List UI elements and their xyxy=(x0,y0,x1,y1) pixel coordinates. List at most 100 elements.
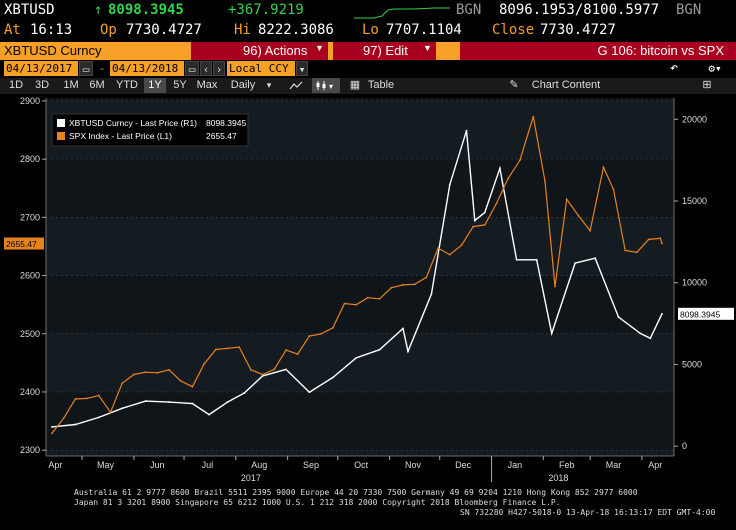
spx-data-point xyxy=(532,115,535,118)
period-5y-button[interactable]: 5Y xyxy=(173,79,187,91)
scroll-left-icon[interactable]: ‹ xyxy=(200,61,212,76)
spx-data-point xyxy=(612,188,615,191)
pencil-icon[interactable]: ✎ xyxy=(509,79,519,91)
currency-select[interactable]: Local CCY xyxy=(227,61,295,76)
chevron-down-icon[interactable]: ▾ xyxy=(266,80,272,90)
spx-data-point xyxy=(156,371,159,374)
spx-data-point xyxy=(132,373,135,376)
x-axis-month-label: Oct xyxy=(354,460,369,470)
xbt-data-point xyxy=(448,183,451,186)
settings-gear-icon[interactable]: ⚙▾ xyxy=(700,61,730,76)
spx-data-point xyxy=(296,353,299,356)
spx-data-point xyxy=(203,363,205,365)
chart-title: G 106: bitcoin vs SPX xyxy=(460,42,736,60)
left-axis-tick-label: 2400 xyxy=(20,387,40,397)
period-ytd-button[interactable]: YTD xyxy=(116,79,138,91)
dropdown-arrow-icon: ▼ xyxy=(423,43,432,53)
spx-data-point xyxy=(554,285,556,288)
legend-label-xbt: XBTUSD Curncy - Last Price (R1) xyxy=(69,118,197,128)
price-chart[interactable]: 2300 2400 2500 2600 2700 2800 2900 0 5000 10000 1… xyxy=(0,94,736,486)
scroll-right-icon[interactable]: › xyxy=(213,61,225,76)
period-3d-button[interactable]: 3D xyxy=(34,79,50,91)
spx-data-point xyxy=(519,159,521,162)
xbt-data-point xyxy=(594,257,597,260)
end-date-field[interactable]: 04/13/2018 xyxy=(110,61,184,76)
spx-data-point xyxy=(647,238,650,241)
candlestick-chart-icon[interactable]: ▾ xyxy=(312,78,340,93)
frequency-select[interactable]: Daily xyxy=(230,79,256,91)
spx-data-point xyxy=(577,214,580,217)
xbt-data-point xyxy=(617,316,620,318)
left-axis-tick-label: 2700 xyxy=(20,212,40,222)
x-axis-month-label: May xyxy=(97,460,115,470)
spx-data-point xyxy=(390,286,393,289)
footer-contacts-2: Japan 81 3 3201 8900 Singapore 65 6212 1… xyxy=(74,498,561,507)
spx-data-point xyxy=(226,347,229,350)
x-axis-month-label: Nov xyxy=(405,460,422,470)
x-axis-month-label: Feb xyxy=(559,460,575,470)
open-value: 7730.4727 xyxy=(126,22,202,38)
time-value: 16:13 xyxy=(30,22,73,38)
calendar-icon[interactable]: ▭ xyxy=(79,61,93,76)
date-toolbar: 04/13/2017 ▭ - 04/13/2018 ▭ ‹ › Local CC… xyxy=(0,61,736,78)
x-axis-month-label: Jun xyxy=(150,460,165,470)
spx-data-point xyxy=(62,417,65,420)
x-axis-month-label: Jul xyxy=(202,460,214,470)
table-icon[interactable]: ▦ xyxy=(349,79,361,91)
period-max-button[interactable]: Max xyxy=(196,79,218,91)
xbt-data-point xyxy=(308,391,311,394)
spx-data-point xyxy=(168,368,170,371)
spx-data-point xyxy=(413,283,416,286)
spx-data-point xyxy=(472,225,475,228)
plot-band xyxy=(46,98,674,101)
spx-data-point xyxy=(86,397,88,400)
edit-button[interactable]: 97) Edit ▼ xyxy=(333,42,436,60)
table-button[interactable]: Table xyxy=(367,79,395,91)
spx-data-point xyxy=(565,198,568,201)
spx-data-point xyxy=(589,229,592,232)
spx-data-point xyxy=(661,242,663,245)
period-1d-button[interactable]: 1D xyxy=(8,79,24,91)
spx-data-point xyxy=(437,247,439,250)
spx-data-point xyxy=(249,368,252,371)
chart-legend: XBTUSD Curncy - Last Price (R1) 8098.394… xyxy=(51,113,249,147)
chart-content-button[interactable]: Chart Content xyxy=(531,79,601,91)
right-axis-tick-label: 15000 xyxy=(682,196,707,206)
footer-contacts-1: Australia 61 2 9777 8600 Brazil 5511 239… xyxy=(74,488,638,497)
actions-label: 96) Actions xyxy=(243,43,308,58)
spx-data-point xyxy=(121,382,124,385)
left-axis-tick-label: 2900 xyxy=(20,96,40,106)
calendar-icon[interactable]: ▭ xyxy=(185,61,199,76)
line-chart-icon[interactable] xyxy=(287,78,305,93)
title-bar: XBTUSD Curncy 96) Actions ▼ 97) Edit ▼ G… xyxy=(0,42,736,60)
zoom-icon[interactable]: ⊞ xyxy=(702,79,712,91)
right-last-value-label: 8098.3945 xyxy=(680,309,720,319)
start-date-field[interactable]: 04/13/2017 xyxy=(4,61,78,76)
actions-button[interactable]: 96) Actions ▼ xyxy=(191,42,328,60)
xbt-data-point xyxy=(285,368,287,371)
undo-icon[interactable]: ↶ xyxy=(664,61,684,76)
plot-band xyxy=(46,391,674,451)
spx-data-point xyxy=(343,302,346,305)
spx-data-point xyxy=(191,385,194,388)
spx-data-point xyxy=(495,202,498,205)
xbt-data-point xyxy=(331,376,334,379)
xbt-data-point xyxy=(261,374,264,377)
spx-data-point xyxy=(544,180,546,183)
time-label: At xyxy=(4,22,21,38)
chevron-down-icon[interactable]: ▾ xyxy=(296,61,308,76)
legend-value-xbt: 8098.3945 xyxy=(206,118,246,128)
period-1m-button[interactable]: 1M xyxy=(63,79,79,91)
intraday-sparkline xyxy=(354,7,450,19)
period-1y-button[interactable]: 1Y xyxy=(144,78,166,93)
spx-data-point xyxy=(402,283,404,286)
x-axis-year-label: 2017 xyxy=(241,473,261,483)
close-value: 7730.4727 xyxy=(540,22,616,38)
spx-data-point xyxy=(425,276,428,279)
xbt-data-point xyxy=(144,400,147,402)
security-name: XBTUSD Curncy xyxy=(4,43,102,58)
xbt-data-point xyxy=(639,332,642,335)
period-6m-button[interactable]: 6M xyxy=(89,79,105,91)
close-label: Close xyxy=(492,22,535,38)
spx-data-point xyxy=(507,177,510,180)
